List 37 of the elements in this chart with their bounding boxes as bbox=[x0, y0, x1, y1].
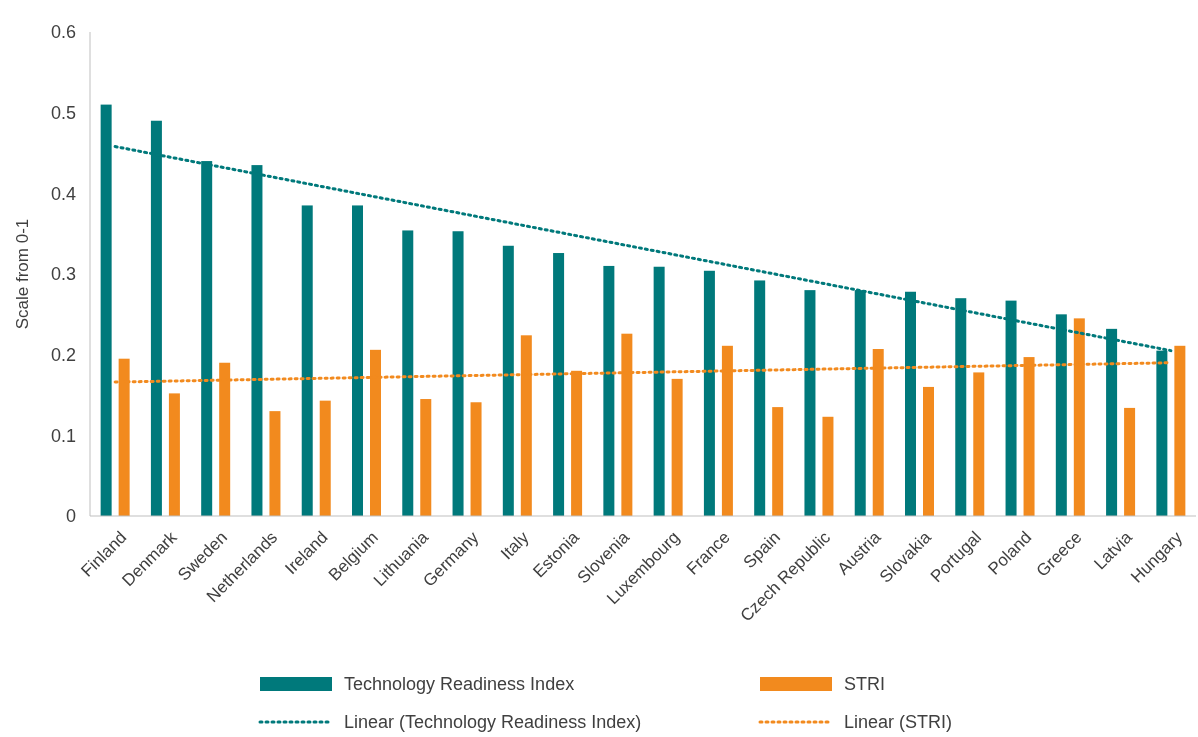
bar bbox=[319, 400, 331, 516]
y-tick-label: 0.5 bbox=[50, 102, 76, 123]
bar bbox=[804, 290, 816, 516]
bar bbox=[772, 407, 784, 516]
bar bbox=[553, 253, 565, 516]
bar bbox=[1124, 407, 1136, 516]
bar bbox=[470, 402, 482, 516]
bar bbox=[703, 270, 715, 516]
bar bbox=[269, 411, 281, 516]
bar bbox=[402, 230, 414, 516]
bar bbox=[923, 386, 934, 516]
y-tick-label: 0 bbox=[65, 506, 76, 527]
legend-label: Linear (STRI) bbox=[844, 712, 953, 733]
legend-label: Technology Readiness Index bbox=[344, 674, 575, 695]
bar bbox=[502, 245, 514, 516]
bar bbox=[352, 205, 363, 516]
bar bbox=[822, 416, 834, 516]
y-tick-label: 0.6 bbox=[50, 22, 76, 43]
bar bbox=[653, 266, 665, 516]
y-axis-title: Scale from 0-1 bbox=[13, 218, 32, 330]
y-tick-label: 0.3 bbox=[50, 264, 76, 285]
bar bbox=[100, 104, 112, 516]
legend-label: Linear (Technology Readiness Index) bbox=[344, 712, 642, 733]
bar bbox=[603, 265, 615, 516]
y-tick-label: 0.1 bbox=[50, 425, 76, 446]
bar bbox=[452, 231, 464, 516]
x-tick-label: Italy bbox=[497, 527, 533, 564]
bar bbox=[420, 399, 432, 516]
bar bbox=[168, 393, 180, 516]
bar bbox=[754, 280, 766, 516]
y-tick-label: 0.2 bbox=[50, 344, 76, 365]
legend-label: STRI bbox=[844, 674, 886, 695]
bar bbox=[1174, 345, 1186, 516]
bar bbox=[973, 372, 985, 516]
bar bbox=[671, 378, 683, 516]
bar bbox=[301, 205, 313, 516]
y-tick-label: 0.4 bbox=[50, 183, 76, 204]
